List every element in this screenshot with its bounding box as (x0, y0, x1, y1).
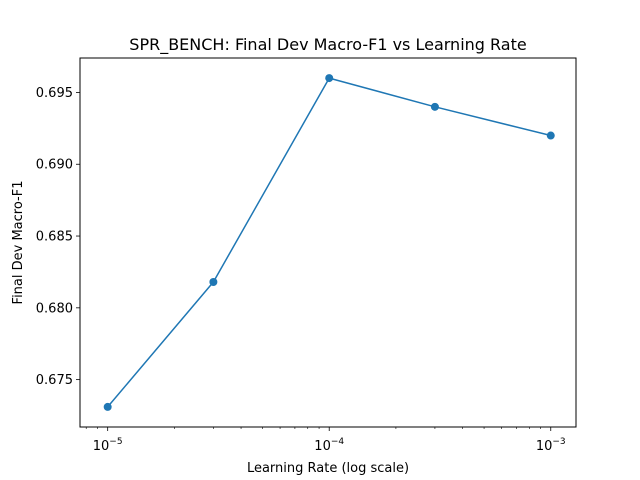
data-point (430, 102, 439, 111)
x-tick-label: 10−5 (93, 437, 123, 454)
series-line (106, 77, 552, 408)
x-axis-label: Learning Rate (log scale) (247, 461, 409, 476)
y-tick-label: 0.690 (36, 158, 73, 173)
y-axis-label: Final Dev Macro-F1 (11, 181, 26, 305)
data-point (325, 74, 334, 83)
x-tick-label: 10−4 (314, 437, 344, 454)
data-point (546, 131, 555, 140)
y-tick-label: 0.685 (36, 230, 73, 245)
y-tick-label: 0.680 (36, 301, 73, 316)
x-tick-label: 10−3 (536, 437, 566, 454)
plot-area: 10−5 10−4 10−3 0.675 0.680 0.685 0.690 0.695 (36, 74, 566, 454)
data-point (209, 277, 218, 286)
y-tick-label: 0.695 (36, 86, 73, 101)
chart-title: SPR_BENCH: Final Dev Macro-F1 vs Learnin… (129, 35, 526, 55)
plot-frame (79, 57, 577, 428)
y-tick-label: 0.675 (36, 373, 73, 388)
data-point (103, 402, 112, 411)
